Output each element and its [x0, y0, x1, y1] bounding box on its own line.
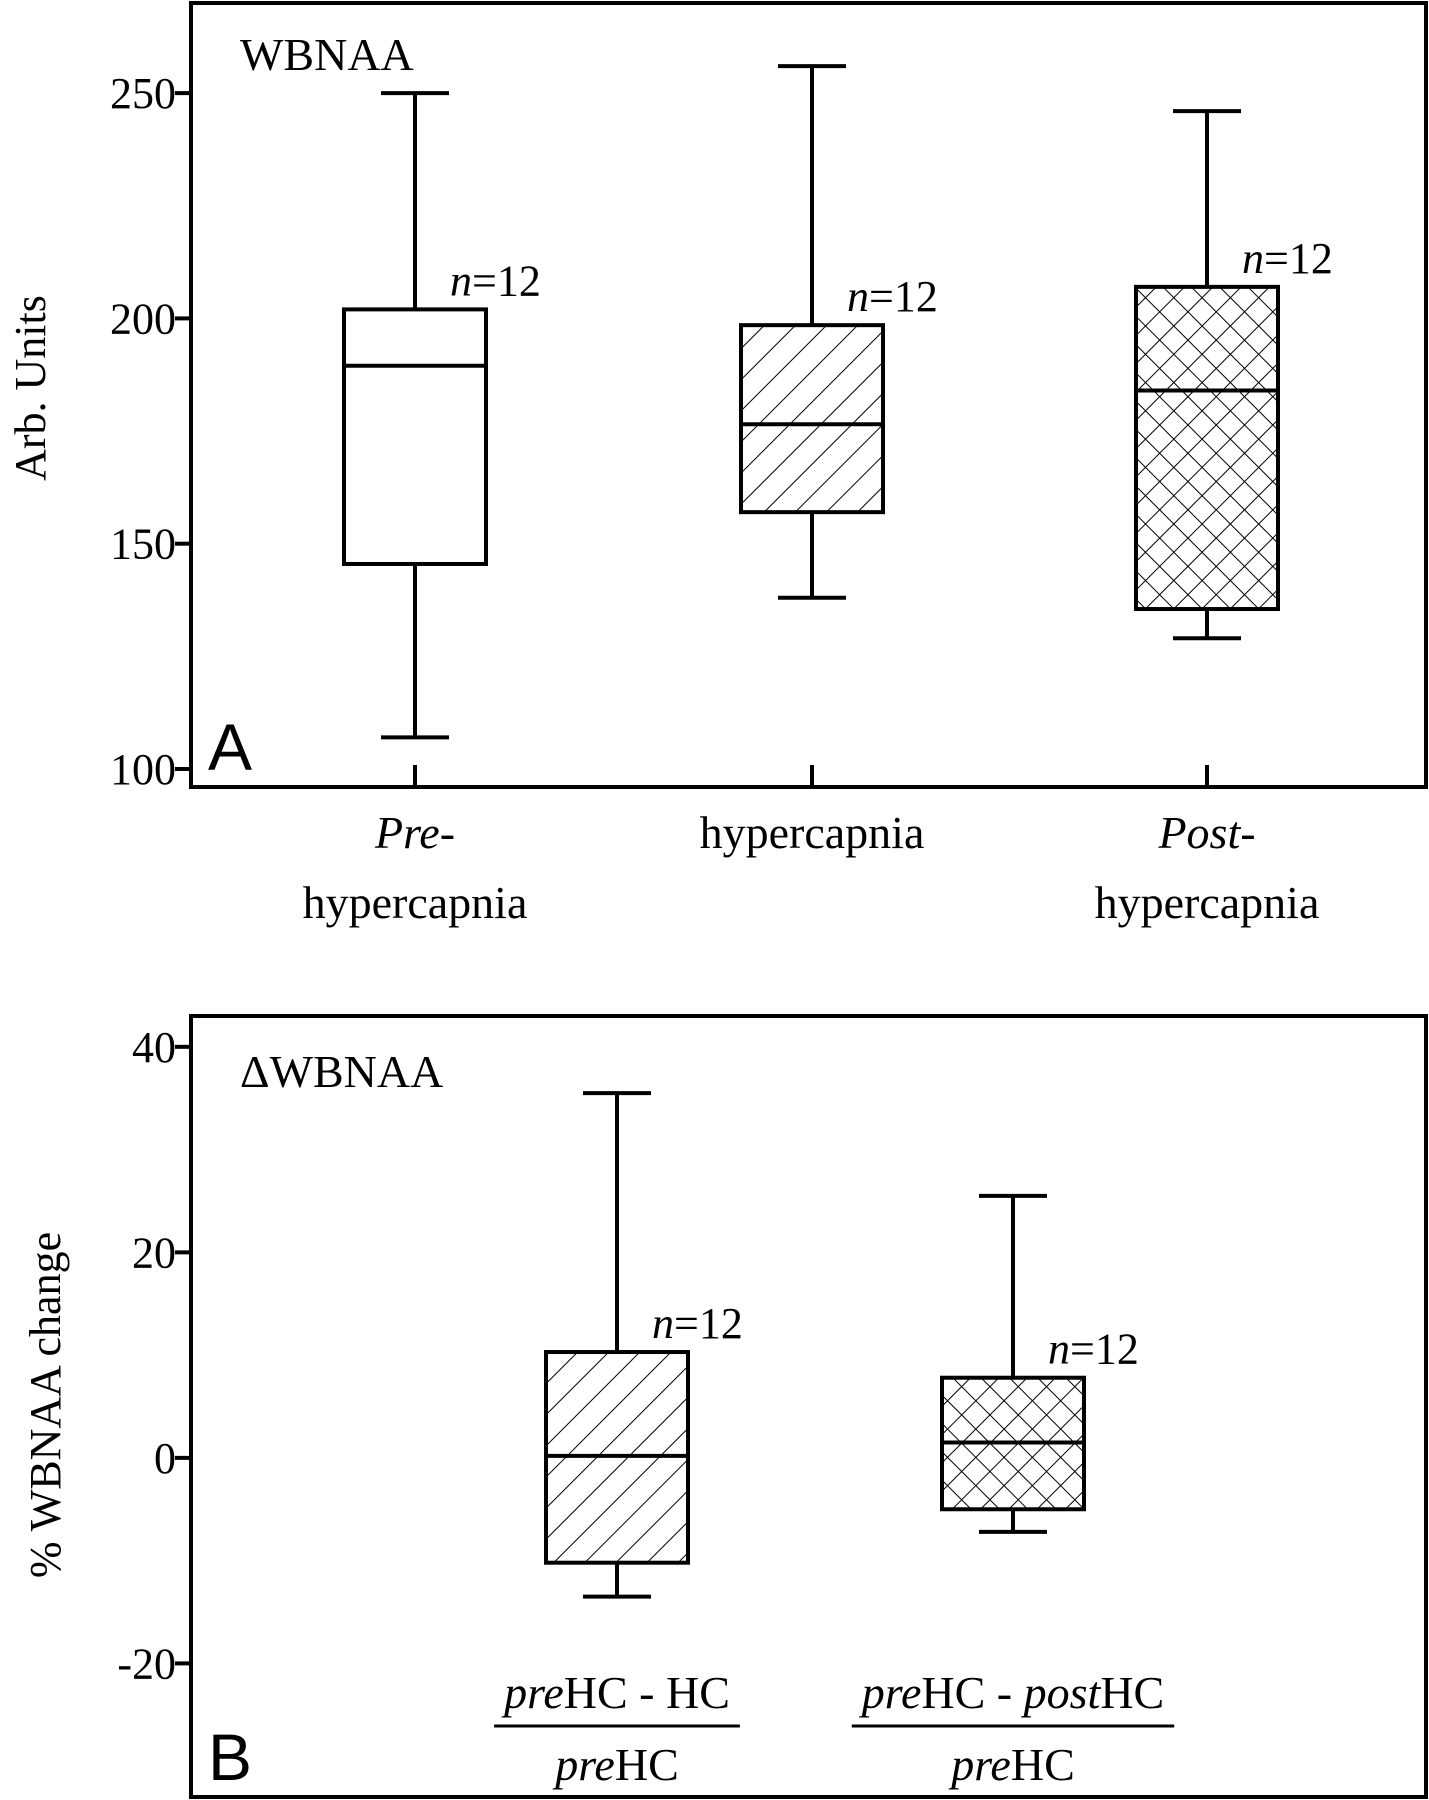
n-symbol: n [450, 256, 472, 305]
y-tick-label: 20 [132, 1228, 176, 1277]
n-value: =12 [869, 272, 938, 321]
y-tick-label: 250 [110, 69, 176, 118]
label-run: hypercapnia [1095, 877, 1320, 928]
x-category-numerator: preHC - postHC [859, 1667, 1164, 1718]
panel-b-y-axis-label: % WBNAA change [21, 1232, 70, 1578]
y-tick-label: 150 [110, 520, 176, 569]
panel-a-inset-label: WBNAA [240, 29, 414, 80]
label-run: HC - HC [564, 1667, 730, 1718]
iqr-box [739, 323, 885, 515]
x-category-numerator: preHC - HC [501, 1667, 730, 1718]
box-plot-1: n=12 [544, 1091, 743, 1599]
label-run: hypercapnia [303, 877, 528, 928]
box-plot-2: n=12 [739, 64, 938, 600]
y-tick-label: 100 [110, 745, 176, 794]
label-run: hypercapnia [700, 807, 925, 858]
label-run: pre [948, 1739, 1011, 1790]
iqr-box [1134, 284, 1280, 612]
box-plot-1: n=12 [342, 91, 541, 740]
n-symbol: n [1048, 1325, 1070, 1374]
panel-b-inset-label: ΔWBNAA [240, 1046, 443, 1097]
y-tick-label: -20 [117, 1639, 176, 1688]
label-run: HC [615, 1739, 679, 1790]
label-run: HC [1011, 1739, 1075, 1790]
panel-b-frame [189, 1014, 1428, 1799]
x-category-label: hypercapnia [1095, 877, 1320, 928]
x-category-label: Post- [1157, 807, 1255, 858]
y-tick-label: 200 [110, 294, 176, 343]
x-category-label: hypercapnia [700, 807, 925, 858]
panel-a-frame [189, 1, 1428, 789]
sample-size-label: n=12 [1048, 1325, 1139, 1374]
sample-size-label: n=12 [450, 256, 541, 305]
box-plot-3: n=12 [1134, 109, 1333, 641]
sample-size-label: n=12 [1242, 234, 1333, 283]
sample-size-label: n=12 [652, 1299, 743, 1348]
label-run: - [440, 807, 455, 858]
label-run: pre [501, 1667, 564, 1718]
label-run: post [1021, 1667, 1102, 1718]
x-category-label: Pre- [374, 807, 455, 858]
n-symbol: n [1242, 234, 1264, 283]
panel-b-letter: B [208, 1720, 252, 1794]
label-run: pre [859, 1667, 922, 1718]
label-run: Pre [374, 807, 440, 858]
n-symbol: n [652, 1299, 674, 1348]
n-value: =12 [1070, 1325, 1139, 1374]
x-category-denominator: preHC [552, 1739, 679, 1790]
label-run: Post [1157, 807, 1241, 858]
y-tick-label: 40 [132, 1023, 176, 1072]
label-run: HC - [921, 1667, 1023, 1718]
panel-b-y-axis: 40 20 0 -20 [117, 1023, 191, 1688]
n-value: =12 [1264, 234, 1333, 283]
label-run: pre [552, 1739, 615, 1790]
n-value: =12 [674, 1299, 743, 1348]
panel-a-letter: A [208, 710, 252, 784]
panel-a-plot: n=12 n=12n=12 [342, 64, 1333, 740]
panel-a-y-axis-label: Arb. Units [6, 295, 55, 481]
n-symbol: n [847, 272, 869, 321]
box-plot-2: n=12 [940, 1193, 1139, 1534]
x-category-denominator: preHC [948, 1739, 1075, 1790]
sample-size-label: n=12 [847, 272, 938, 321]
y-tick-label: 0 [154, 1434, 176, 1483]
label-run: HC [1100, 1667, 1164, 1718]
panel-b-plot: n=12n=12 [544, 1091, 1139, 1599]
panel-a-y-axis: 100 150 200 250 [110, 69, 191, 794]
label-run: - [1240, 807, 1255, 858]
iqr-box [342, 307, 488, 566]
x-category-label: hypercapnia [303, 877, 528, 928]
n-value: =12 [472, 256, 541, 305]
